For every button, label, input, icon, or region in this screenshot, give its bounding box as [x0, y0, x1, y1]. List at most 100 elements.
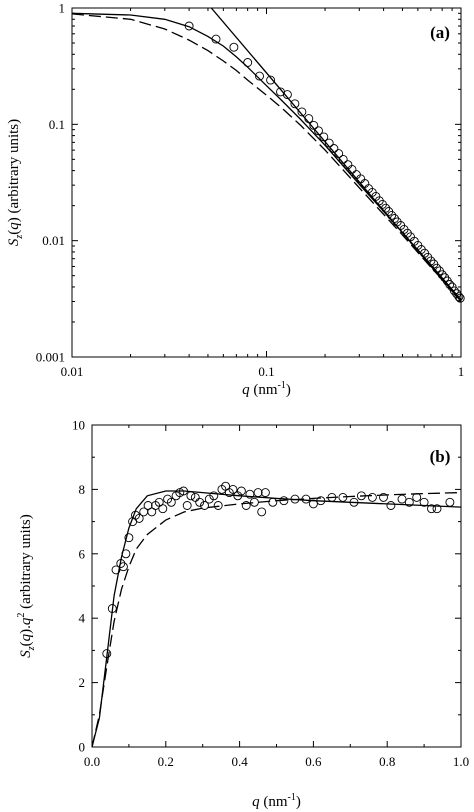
- data-point: [367, 492, 377, 502]
- x-tick-label: 0.01: [61, 364, 84, 379]
- data-point: [445, 280, 455, 289]
- data-point: [229, 42, 239, 52]
- x-axis-label-end: ): [286, 382, 291, 398]
- data-point: [228, 484, 238, 494]
- y-axis-label-end2: (arbitrary units): [18, 514, 34, 612]
- data-point: [381, 203, 391, 213]
- data-point: [195, 497, 205, 507]
- x-axis-label-end: ): [296, 794, 301, 810]
- data-point: [356, 491, 366, 501]
- data-point: [432, 504, 442, 514]
- data-point: [186, 491, 196, 501]
- y-tick-label: 8: [79, 482, 86, 497]
- x-tick-label: 0.2: [158, 754, 174, 769]
- data-point: [379, 492, 388, 502]
- x-tick-label: 0.0: [84, 754, 100, 769]
- data-point: [243, 58, 253, 67]
- x-axis-label-var: q: [252, 794, 260, 810]
- data-point: [118, 562, 128, 572]
- curves: [72, 8, 461, 302]
- x-tick-label: 0.6: [305, 754, 322, 769]
- plot-frame: [71, 7, 462, 358]
- tick-marks: [91, 424, 462, 748]
- y-axis-label-paren: (: [18, 641, 34, 646]
- data-point: [184, 21, 194, 31]
- x-axis-label-var: q: [242, 382, 250, 398]
- data-point: [397, 494, 407, 504]
- data-point: [255, 71, 264, 81]
- data-point: [356, 174, 366, 184]
- data-point: [158, 504, 168, 514]
- x-axis-label-sup: -1: [288, 792, 296, 803]
- data-point: [412, 492, 422, 502]
- x-axis-label-unit: (nm: [260, 794, 288, 810]
- data-point: [190, 492, 200, 502]
- y-axis-label-var: S: [18, 650, 34, 658]
- y-axis-label: Sz(q).q2 (arbitrary units): [16, 514, 37, 657]
- y-axis-label-var: S: [6, 238, 22, 246]
- data-point: [253, 488, 263, 498]
- data-point: [134, 513, 144, 523]
- y-axis-label-end: ) (arbitrary units): [6, 119, 22, 222]
- data-point: [445, 497, 455, 507]
- panel-label: (a): [430, 23, 450, 42]
- data-point: [102, 649, 112, 659]
- data-point: [116, 559, 126, 568]
- data-point: [334, 149, 344, 159]
- data-point: [211, 34, 221, 44]
- data-point: [426, 256, 436, 266]
- y-tick-label: 6: [79, 546, 86, 561]
- x-axis-label-unit: (nm: [250, 382, 278, 398]
- data-point: [387, 210, 397, 220]
- panel-label: (b): [430, 447, 451, 466]
- x-tick-label: 1: [458, 364, 465, 379]
- data-points: [184, 21, 465, 303]
- y-tick-label: 2: [79, 675, 86, 690]
- data-point: [290, 494, 300, 504]
- data-point: [309, 120, 319, 130]
- data-point: [241, 501, 251, 510]
- data-point: [386, 501, 396, 510]
- x-tick-label: 0.4: [231, 754, 248, 769]
- data-point: [266, 75, 276, 85]
- y-tick-label: 1: [59, 1, 66, 16]
- data-point: [449, 286, 459, 296]
- data-point: [314, 126, 323, 136]
- data-point: [338, 492, 348, 502]
- data-point: [432, 263, 442, 273]
- data-point: [257, 507, 267, 517]
- data-point: [107, 604, 117, 613]
- data-point: [249, 497, 259, 507]
- y-axis-label-var3: q: [18, 617, 34, 625]
- data-point: [209, 491, 219, 501]
- y-tick-label: 0.001: [36, 350, 65, 365]
- data-point: [260, 488, 270, 498]
- data-point: [121, 549, 131, 559]
- data-point: [349, 497, 359, 507]
- data-point: [111, 565, 121, 575]
- data-point: [427, 504, 436, 514]
- y-axis-label-sub: z: [26, 646, 37, 651]
- data-point: [437, 270, 447, 280]
- data-point: [236, 486, 246, 496]
- y-tick-label: 0.01: [42, 233, 65, 248]
- model-curve-dashed: [72, 13, 461, 301]
- data-point: [324, 138, 334, 148]
- x-axis-label: q (nm-1): [242, 380, 291, 398]
- x-tick-label: 0.1: [258, 364, 274, 379]
- data-point: [329, 144, 339, 153]
- tick-marks: [71, 7, 462, 358]
- x-tick-label: 1.0: [453, 754, 469, 769]
- data-point: [297, 107, 307, 117]
- x-axis-label-sup: -1: [278, 380, 286, 391]
- plot-frame: [91, 424, 462, 748]
- data-point: [308, 499, 318, 509]
- y-axis-label: Sz(q) (arbitrary units): [6, 119, 25, 246]
- y-axis-label-sub: z: [14, 235, 25, 240]
- y-axis-label-var2: q: [6, 222, 22, 230]
- model-curve-dashed: [92, 491, 461, 747]
- curves: [92, 490, 461, 747]
- y-tick-label: 0.1: [49, 117, 65, 132]
